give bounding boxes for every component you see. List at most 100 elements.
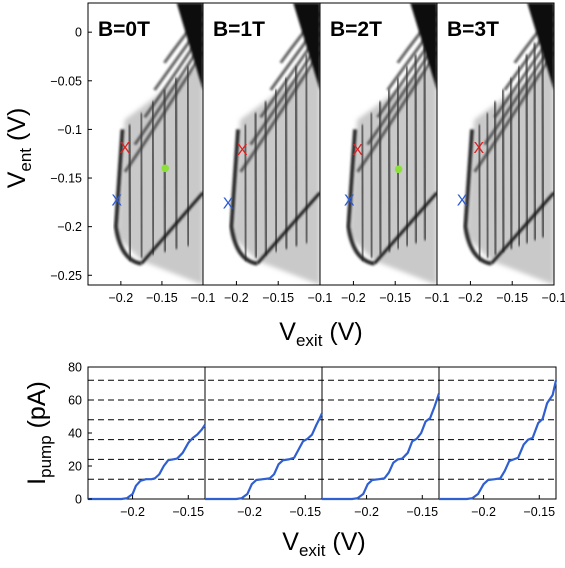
- y-tick-label: −0.05: [50, 74, 82, 88]
- y-tick-label: −0.1: [57, 123, 82, 137]
- dark-corner: [176, 3, 203, 91]
- pump-current-line: [322, 393, 441, 501]
- x-tick-label: −0.15: [523, 505, 555, 519]
- plateau-line: [185, 66, 191, 247]
- x-tick-label: −0.2: [458, 291, 483, 305]
- x-axis-label-main: V: [282, 528, 299, 556]
- x-tick-label: −0.15: [172, 505, 204, 519]
- marker-x: X: [473, 140, 484, 157]
- y-tick-label: 80: [68, 361, 82, 375]
- y-axis-label-unit: (V): [3, 108, 31, 148]
- y-tick-label: 0: [75, 26, 82, 40]
- x-axis-label-sub: exit: [299, 541, 326, 560]
- x-tick-label: −0.1: [542, 291, 565, 305]
- panel-content: [346, 3, 437, 285]
- heatmap-panel-2: B=2T X X −0.2 −0.15 −0.1: [319, 2, 449, 305]
- x-tick-label: −0.2: [354, 505, 379, 519]
- x-tick-label: −0.2: [224, 291, 249, 305]
- x-tick-label: −0.15: [379, 291, 411, 305]
- y-axis-label: Vent (V): [3, 108, 35, 189]
- y-tick-label: −0.25: [50, 269, 82, 283]
- y-axis-label-unit: (pA): [23, 381, 51, 435]
- marker-x: X: [111, 192, 122, 209]
- plateau-line: [360, 124, 365, 261]
- x-tick-label: −0.15: [289, 505, 321, 519]
- x-axis-label-unit: (V): [325, 528, 365, 556]
- tunnel-band: [249, 41, 320, 146]
- marker-x: X: [223, 195, 234, 212]
- x-tick-label: −0.15: [146, 291, 178, 305]
- x-tick-label: −0.2: [120, 505, 145, 519]
- y-axis-label-sub: pump: [36, 435, 55, 478]
- plateau-line: [127, 124, 133, 261]
- y-tick-label: 60: [68, 394, 82, 408]
- plateau-line: [369, 112, 374, 258]
- dark-corner: [293, 3, 320, 91]
- y-axis-label: Ipump (pA): [23, 381, 55, 485]
- y-axis-label-main: I: [23, 478, 51, 485]
- x-axis-label-unit: (V): [322, 318, 362, 346]
- y-tick-label: −0.2: [57, 220, 82, 234]
- plateau-line: [532, 42, 538, 241]
- x-tick-label: −0.1: [191, 291, 216, 305]
- left-edge-band: [229, 129, 258, 266]
- pump-current-line: [439, 379, 558, 501]
- y-axis-label-main: V: [3, 171, 31, 188]
- tunnel-band: [473, 50, 554, 173]
- plateau-line: [404, 66, 410, 247]
- bottom-diagonal-band: [490, 191, 554, 265]
- marker-x: X: [344, 192, 355, 209]
- heatmap-panel-3: B=3T X X −0.2 −0.15 −0.1: [436, 2, 565, 305]
- x-tick-label: −0.15: [496, 291, 528, 305]
- x-axis-label-sub: exit: [296, 331, 323, 350]
- x-tick-label: −0.2: [237, 505, 262, 519]
- plateau-line: [150, 101, 156, 255]
- plateau-line: [477, 124, 482, 261]
- dark-corner: [410, 3, 437, 91]
- marker-x: X: [457, 192, 468, 209]
- plateau-line: [485, 112, 490, 258]
- panel-label: B=1T: [213, 18, 265, 41]
- x-axis-label: Vexit (V): [279, 318, 362, 350]
- plateau-line: [294, 66, 299, 247]
- bottom-diagonal-band: [373, 191, 437, 265]
- x-tick-label: −0.2: [471, 505, 496, 519]
- dark-corner: [527, 3, 554, 91]
- bottom-diagonal-band: [256, 191, 320, 265]
- panel-frame: [436, 2, 555, 286]
- plateau-line: [273, 89, 279, 252]
- bottom-line-chart: −0.2 −0.15 −0.2 −0.15 −0.2 −0.15 −0.2 −0.15 0 20 4…: [23, 361, 558, 560]
- bottom-diagonal-band: [140, 191, 203, 265]
- x-axis-label: Vexit (V): [282, 528, 365, 560]
- marker-x: X: [237, 142, 248, 159]
- panel-label: B=3T: [447, 18, 499, 41]
- plateau-line: [243, 124, 248, 261]
- panel-content: [229, 3, 320, 285]
- plateau-line: [304, 54, 309, 244]
- left-edge-band: [346, 129, 375, 266]
- plateau-line: [395, 77, 401, 250]
- panel-content: [113, 3, 203, 285]
- x-tick-label: −0.1: [308, 291, 333, 305]
- heatmap-panel-0: B=0T X X −0.2 −0.15 −0.1: [87, 2, 216, 305]
- tunnel-band: [239, 50, 320, 173]
- x-tick-label: −0.2: [109, 291, 134, 305]
- tunnel-band: [366, 41, 437, 146]
- left-edge-band: [113, 129, 142, 266]
- x-tick-label: −0.2: [341, 291, 366, 305]
- tunnel-band: [483, 41, 554, 146]
- y-axis-label-sub: ent: [16, 148, 35, 172]
- tunnel-band: [123, 50, 203, 173]
- plateau-line: [263, 101, 269, 255]
- panel-label: B=0T: [98, 18, 150, 41]
- pump-region-shade: [116, 61, 203, 285]
- marker-dot: [161, 164, 170, 173]
- tunnel-band: [133, 41, 203, 146]
- plateau-line: [493, 101, 498, 255]
- pump-current-line: [88, 424, 206, 501]
- x-axis-label-main: V: [279, 318, 296, 346]
- marker-dot: [394, 165, 403, 174]
- heatmap-panel-1: B=1T X X −0.2 −0.15 −0.1: [202, 2, 333, 305]
